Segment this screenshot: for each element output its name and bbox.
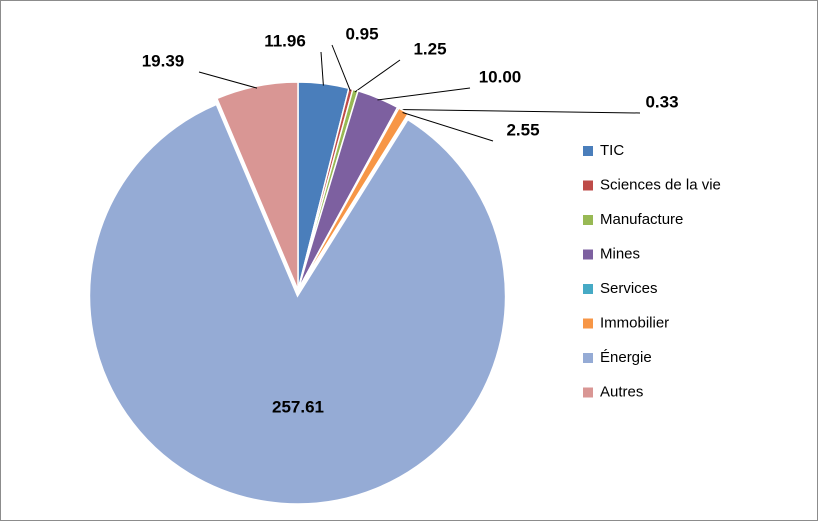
pie-slice bbox=[88, 103, 507, 505]
data-label: 19.39 bbox=[142, 51, 185, 70]
leader-line bbox=[402, 112, 494, 142]
legend-label: Énergie bbox=[600, 349, 652, 366]
legend-swatch bbox=[583, 353, 593, 363]
legend-label: Mines bbox=[600, 245, 640, 262]
legend-swatch bbox=[583, 318, 593, 329]
leader-line bbox=[320, 51, 324, 86]
leader-line bbox=[198, 71, 258, 89]
leader-line bbox=[354, 59, 401, 93]
legend-label: Immobilier bbox=[600, 314, 669, 331]
pie-slice bbox=[215, 81, 299, 291]
legend-label: Sciences de la vie bbox=[600, 176, 721, 193]
data-label: 10.00 bbox=[479, 67, 522, 86]
legend-label: Autres bbox=[600, 383, 643, 400]
data-label: 1.25 bbox=[413, 39, 446, 58]
legend-swatch bbox=[583, 249, 593, 260]
legend-swatch bbox=[583, 387, 593, 398]
legend-label: Manufacture bbox=[600, 211, 683, 228]
data-label: 0.95 bbox=[345, 24, 378, 43]
leader-line bbox=[377, 87, 471, 101]
leader-line bbox=[331, 44, 351, 91]
leader-line bbox=[397, 108, 641, 114]
data-label: 2.55 bbox=[506, 120, 539, 139]
legend-swatch bbox=[583, 180, 593, 191]
legend-swatch bbox=[583, 284, 593, 294]
legend-label: TIC bbox=[600, 142, 624, 159]
data-label: 257.61 bbox=[272, 397, 324, 416]
legend-swatch bbox=[583, 215, 593, 225]
legend-swatch bbox=[583, 146, 593, 156]
data-label: 0.33 bbox=[645, 92, 678, 111]
data-label: 11.96 bbox=[264, 31, 306, 50]
pie-slice bbox=[297, 107, 410, 291]
legend-label: Services bbox=[600, 280, 658, 297]
